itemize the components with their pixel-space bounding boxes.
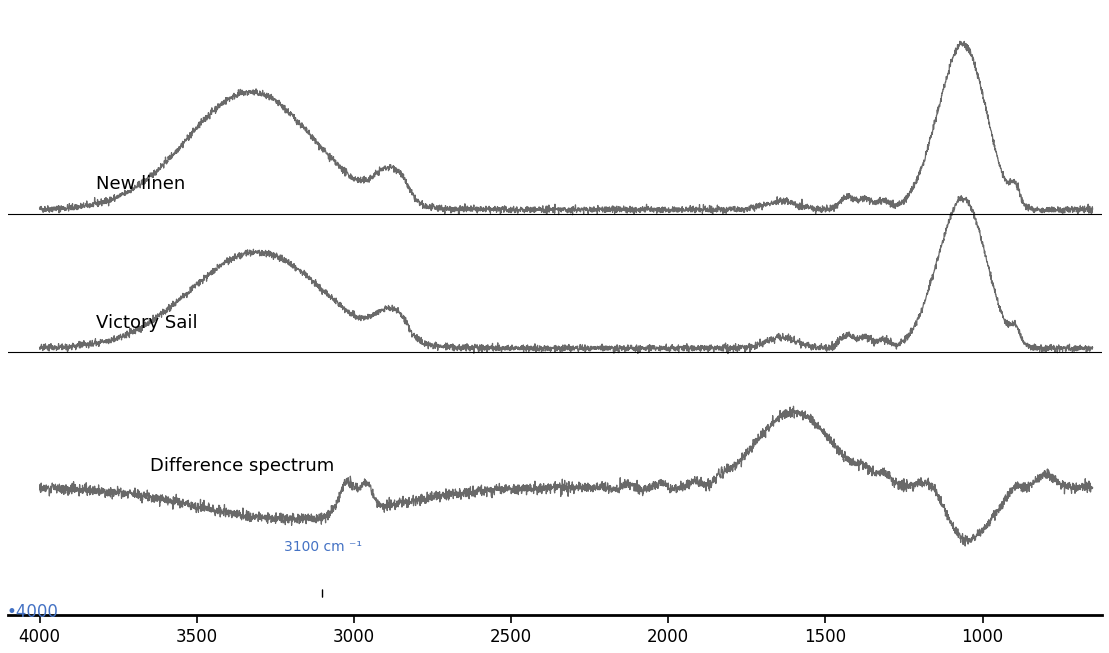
Text: 3100 cm ⁻¹: 3100 cm ⁻¹ xyxy=(284,540,362,554)
Text: Victory Sail: Victory Sail xyxy=(96,313,197,332)
Text: Difference spectrum: Difference spectrum xyxy=(150,456,334,475)
Text: New linen: New linen xyxy=(96,175,185,193)
Text: •4000: •4000 xyxy=(7,603,59,621)
